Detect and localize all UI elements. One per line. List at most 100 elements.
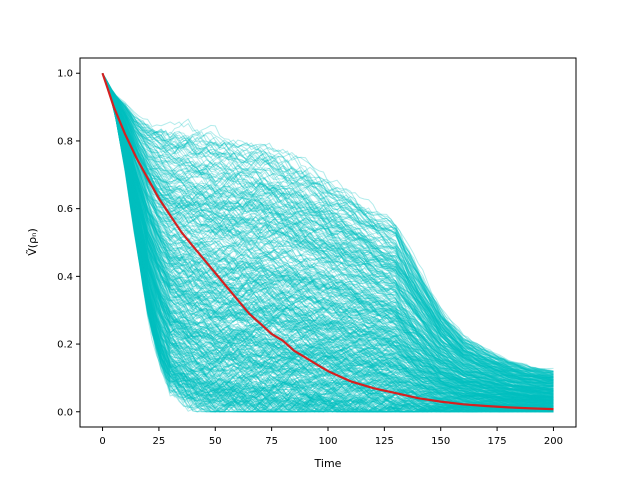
trajectory-line [102,73,554,408]
trajectory-line [102,73,554,413]
trajectory-line [102,73,554,411]
trajectory-line [102,73,554,398]
trajectory-line [102,73,554,394]
trajectory-line [102,73,554,398]
trajectory-line [102,72,554,380]
trajectory-line [102,73,554,401]
trajectory-line [102,73,554,393]
trajectory-line [102,72,554,379]
trajectory-line [102,73,554,397]
trajectory-line [102,73,554,403]
trajectory-line [102,73,554,401]
trajectory-line [102,73,554,399]
trajectory-line [102,73,554,407]
trajectory-line [102,73,554,404]
trajectory-line [102,73,554,413]
trajectory-line [102,72,554,373]
trajectory-line [102,72,554,391]
trajectory-line [102,73,554,397]
trajectory-line [102,72,554,381]
trajectory-line [102,73,554,390]
trajectory-line [102,72,554,377]
trajectory-line [102,73,554,413]
trajectory-line [102,72,554,379]
trajectory-line [102,73,554,392]
trajectory-line [102,72,554,379]
trajectory-line [102,72,554,387]
trajectory-line [102,72,554,372]
x-tick-label: 0 [99,436,105,447]
trajectory-line [102,72,554,382]
trajectory-line [102,72,554,384]
trajectory-line [102,73,554,403]
trajectory-line [102,73,554,397]
trajectory-line [102,72,554,391]
trajectory-line [102,72,554,381]
trajectory-line [102,73,554,404]
x-tick-label: 25 [153,436,166,447]
trajectory-line [102,73,554,399]
y-tick-label: 0.8 [57,136,73,147]
trajectory-line [102,73,554,413]
trajectory-line [102,72,554,373]
trajectory-line [102,73,554,408]
trajectory-line [102,73,554,394]
trajectory-line [102,73,554,390]
trajectory-line [102,73,554,402]
trajectory-line [102,72,554,379]
trajectory-line [102,73,554,406]
trajectory-line [102,72,554,378]
trajectory-line [102,73,554,408]
trajectory-line [102,73,554,413]
trajectory-line [102,73,554,408]
trajectory-line [102,72,554,385]
trajectory-line [102,73,554,409]
trajectory-line [102,73,554,396]
trajectory-line [102,72,554,388]
trajectory-line [102,73,554,399]
trajectory-line [102,73,554,402]
trajectory-line [102,73,554,407]
trajectory-line [102,73,554,413]
trajectory-line [102,73,554,406]
trajectory-line [102,73,554,399]
trajectory-line [102,73,554,407]
trajectory-line [102,73,554,398]
trajectory-line [102,73,554,399]
trajectory-line [102,73,554,413]
trajectory-line [102,73,554,396]
trajectory-line [102,73,554,413]
trajectory-line [102,73,554,413]
trajectory-line [102,73,554,400]
trajectory-line [102,73,554,409]
trajectory-line [102,73,554,409]
trajectory-line [102,73,554,389]
mean-line [101,72,554,411]
trajectory-line [102,73,554,413]
trajectory-line [102,73,554,408]
trajectory-line [102,73,554,413]
trajectory-line [102,73,554,399]
trajectory-line [102,72,554,384]
trajectory-line [102,73,554,403]
trajectory-line [102,73,554,390]
trajectory-line [102,73,554,413]
trajectory-line [102,73,554,395]
trajectory-line [102,73,554,403]
trajectory-line [102,73,554,391]
trajectory-line [102,73,554,402]
trajectory-line [102,73,554,412]
trajectory-line [102,73,554,409]
trajectory-line [102,72,554,382]
trajectory-line [102,73,554,402]
trajectory-line [102,73,554,413]
trajectory-line [102,73,554,402]
trajectory-line [102,73,554,394]
trajectory-line [102,73,554,395]
trajectory-line [102,72,554,381]
trajectory-line [102,72,554,384]
trajectory-line [102,73,554,402]
trajectory-line [102,73,554,410]
trajectory-line [102,72,554,373]
trajectory-line [102,73,554,413]
